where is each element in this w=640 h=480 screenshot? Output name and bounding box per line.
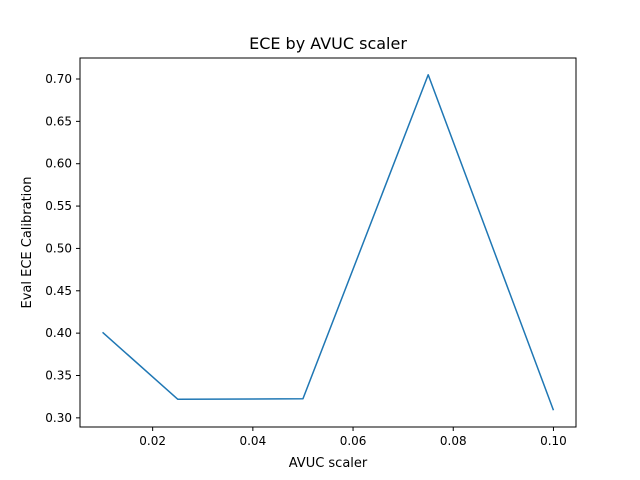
y-tick-label: 0.60 (45, 157, 72, 171)
x-tick-label: 0.06 (340, 434, 367, 448)
x-axis-label: AVUC scaler (289, 456, 368, 471)
chart-title: ECE by AVUC scaler (249, 34, 407, 53)
x-tick-label: 0.02 (139, 434, 166, 448)
plot-frame (79, 57, 577, 428)
y-axis-label: Eval ECE Calibration (20, 177, 35, 309)
y-tick-label: 0.35 (45, 368, 72, 382)
y-tick-label: 0.40 (45, 326, 72, 340)
x-tick-label: 0.04 (239, 434, 266, 448)
x-tick-label: 0.08 (440, 434, 467, 448)
x-axis: 0.02 0.04 0.06 0.08 0.10 (139, 427, 567, 448)
x-tick-label: 0.10 (540, 434, 567, 448)
y-tick-label: 0.30 (45, 411, 72, 425)
y-axis: 0.30 0.35 0.40 0.45 0.50 0.55 0.60 0.65 0.70 (45, 72, 80, 425)
y-tick-label: 0.65 (45, 114, 72, 128)
y-tick-label: 0.70 (45, 72, 72, 86)
plot-area (102, 74, 555, 411)
y-tick-label: 0.55 (45, 199, 72, 213)
y-tick-label: 0.50 (45, 241, 72, 255)
y-tick-label: 0.45 (45, 284, 72, 298)
series-line-0 (102, 74, 555, 411)
